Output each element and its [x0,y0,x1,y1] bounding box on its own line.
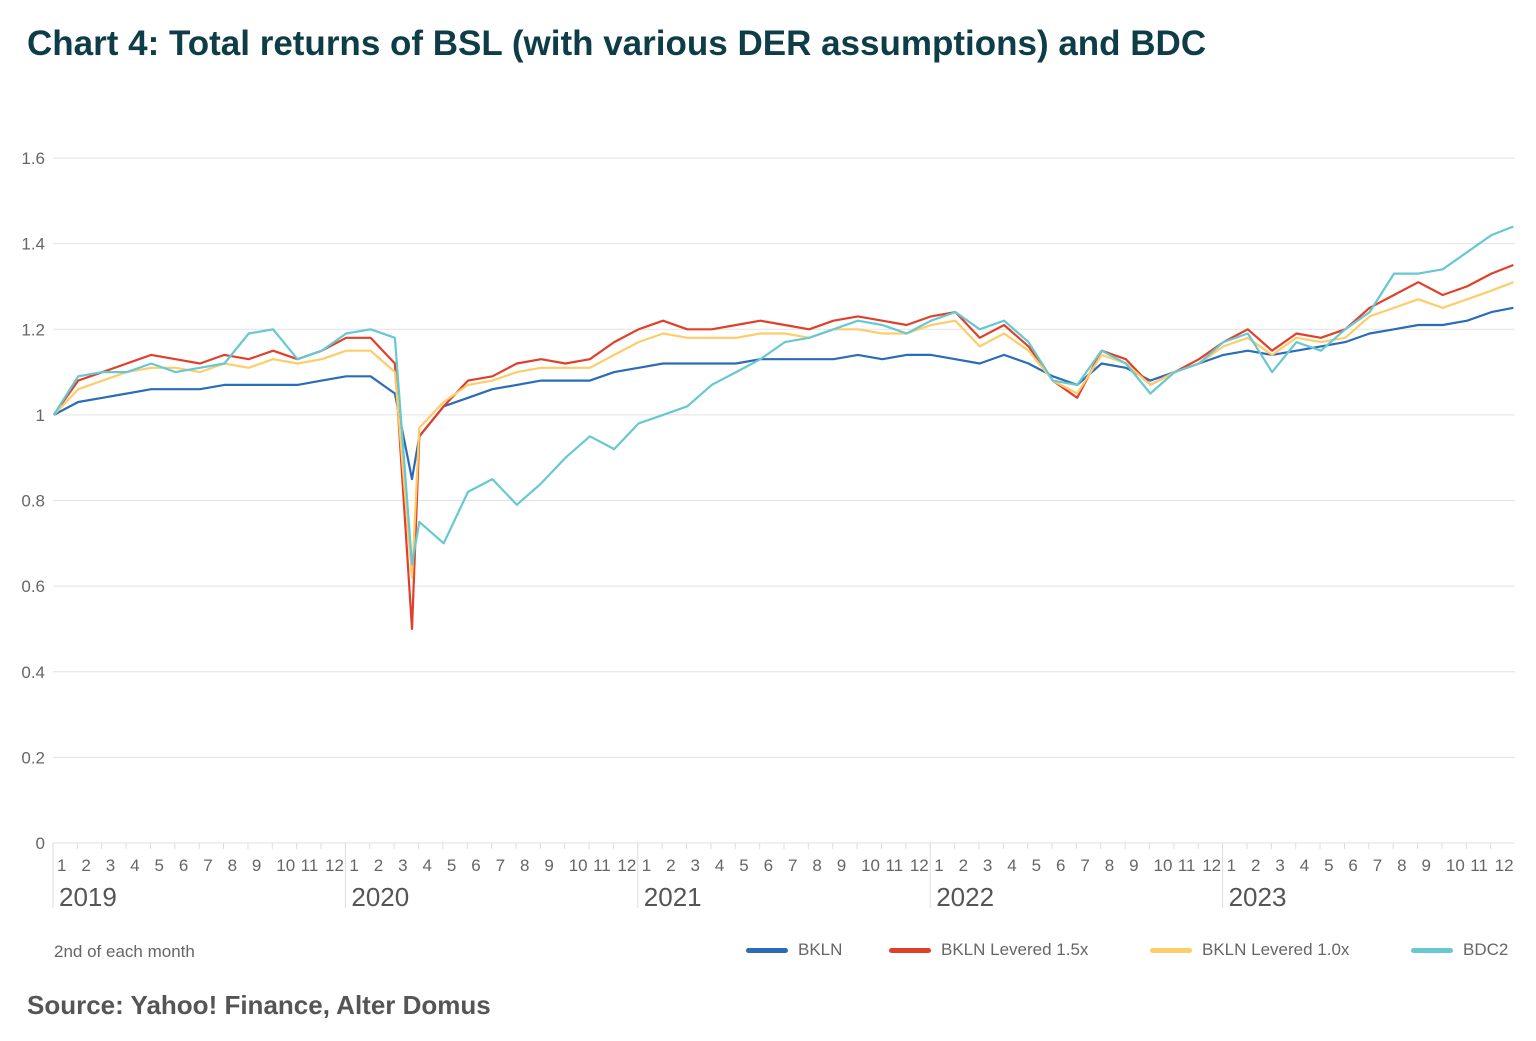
month-tick-label: 1 [934,856,943,875]
month-tick-label: 6 [764,856,773,875]
legend-label: BKLN Levered 1.5x [941,940,1089,959]
month-tick-label: 5 [1324,856,1333,875]
y-tick-label: 1.4 [21,235,45,254]
month-tick-label: 12 [325,856,344,875]
month-tick-label: 4 [423,856,432,875]
legend-label: BKLN Levered 1.0x [1202,940,1350,959]
month-tick-label: 2 [374,856,383,875]
month-tick-label: 6 [1348,856,1357,875]
series-line-bkln [53,306,1514,481]
month-tick-label: 9 [544,856,553,875]
month-tick-label: 4 [1300,856,1309,875]
month-tick-label: 11 [1470,856,1488,875]
y-tick-label: 1.2 [21,320,45,339]
month-tick-label: 2 [81,856,90,875]
month-tick-label: 4 [1007,856,1016,875]
month-tick-label: 5 [1032,856,1041,875]
y-tick-label: 0.6 [21,577,45,596]
month-tick-label: 7 [1373,856,1382,875]
year-label: 2021 [644,882,702,912]
month-tick-label: 9 [1129,856,1138,875]
year-label: 2020 [351,882,409,912]
legend-swatch [1150,947,1192,953]
month-tick-label: 11 [885,856,903,875]
year-label: 2023 [1229,882,1287,912]
month-tick-label: 6 [1056,856,1065,875]
month-tick-label: 10 [276,856,295,875]
source-note: Source: Yahoo! Finance, Alter Domus [27,990,491,1020]
month-tick-label: 1 [349,856,358,875]
month-tick-label: 6 [179,856,188,875]
y-tick-label: 1 [36,406,45,425]
month-tick-label: 1 [642,856,651,875]
y-tick-label: 0.4 [21,663,45,682]
year-label: 2019 [59,882,117,912]
month-tick-label: 2 [666,856,675,875]
month-tick-label: 9 [252,856,261,875]
month-tick-label: 8 [228,856,237,875]
legend-swatch [889,947,931,953]
month-tick-label: 5 [447,856,456,875]
y-tick-label: 1.6 [21,149,45,168]
y-tick-label: 0.8 [21,492,45,511]
y-tick-label: 0 [36,834,45,853]
month-tick-label: 10 [1446,856,1465,875]
month-tick-label: 3 [691,856,700,875]
month-tick-label: 1 [1227,856,1236,875]
month-tick-label: 11 [1178,856,1196,875]
month-tick-label: 7 [203,856,212,875]
y-tick-label: 0.2 [21,748,45,767]
legend-item: BKLN Levered 1.5x [889,940,1088,960]
month-tick-label: 8 [520,856,529,875]
month-tick-label: 10 [569,856,588,875]
legend-swatch [1411,947,1453,953]
month-tick-label: 3 [983,856,992,875]
legend-item: BDC2 [1411,940,1508,960]
month-tick-label: 3 [1275,856,1284,875]
month-tick-label: 11 [301,856,319,875]
month-tick-label: 6 [471,856,480,875]
month-tick-label: 9 [1422,856,1431,875]
year-label: 2022 [936,882,994,912]
month-tick-label: 5 [154,856,163,875]
month-tick-label: 10 [861,856,880,875]
chart-title: Chart 4: Total returns of BSL (with vari… [27,24,1207,63]
x-axis-note: 2nd of each month [54,942,195,961]
month-tick-label: 8 [812,856,821,875]
month-tick-label: 11 [593,856,611,875]
legend-swatch [746,947,788,953]
month-tick-label: 12 [910,856,929,875]
series-line-bkln-levered-1-5x [52,263,1514,631]
month-tick-label: 4 [130,856,139,875]
legend-label: BDC2 [1463,940,1509,959]
series-line-bkln-levered-1-0x [53,281,1514,579]
month-tick-label: 12 [1202,856,1221,875]
month-tick-label: 1 [57,856,66,875]
month-tick-label: 12 [1495,856,1514,875]
month-tick-label: 3 [106,856,115,875]
series-line-bdc2 [52,225,1514,566]
month-tick-label: 7 [1080,856,1089,875]
month-tick-label: 8 [1105,856,1114,875]
month-tick-label: 10 [1154,856,1173,875]
month-tick-label: 2 [959,856,968,875]
legend-item: BKLN [746,940,842,960]
month-tick-label: 9 [837,856,846,875]
month-tick-label: 7 [496,856,505,875]
month-tick-label: 12 [617,856,636,875]
month-tick-label: 5 [739,856,748,875]
month-tick-label: 2 [1251,856,1260,875]
month-tick-label: 8 [1397,856,1406,875]
month-tick-label: 4 [715,856,724,875]
month-tick-label: 7 [788,856,797,875]
month-tick-label: 3 [398,856,407,875]
legend-item: BKLN Levered 1.0x [1150,940,1349,960]
legend-label: BKLN [798,940,843,959]
